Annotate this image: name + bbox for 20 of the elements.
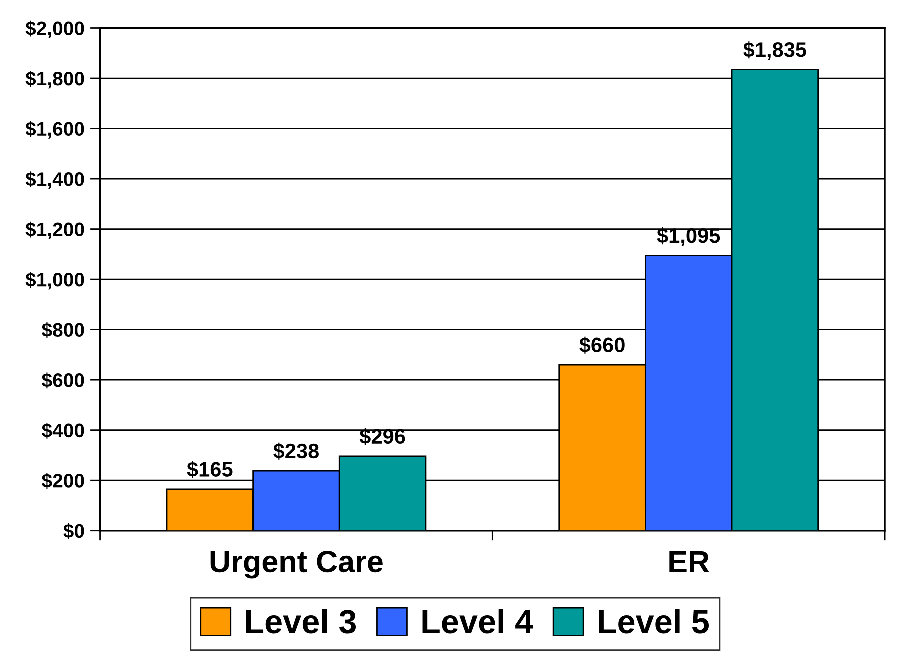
data-label: $1,835 [744, 42, 806, 60]
y-tick-label: $800 [42, 322, 84, 338]
y-tick-label: $400 [42, 422, 84, 439]
y-tick-label: $1,600 [26, 121, 84, 139]
x-tick-label: ER [670, 551, 710, 572]
data-label: $165 [187, 461, 233, 478]
x-tick-label: Urgent Care [210, 550, 383, 579]
legend-label: Level 3 [246, 609, 356, 634]
y-tick-label: $1,200 [26, 222, 84, 240]
legend-label: Level 5 [599, 609, 710, 634]
y-tick-label: $1,400 [26, 172, 84, 190]
data-label: $660 [580, 336, 625, 354]
y-tick-label: $2,000 [26, 20, 84, 38]
y-tick-label: $600 [42, 372, 84, 389]
y-tick-label: $1,000 [26, 272, 84, 290]
legend-label: Level 4 [422, 609, 534, 634]
y-tick-label: $1,800 [26, 71, 84, 89]
data-label: $238 [274, 442, 320, 460]
y-tick-label: $0 [64, 523, 84, 540]
y-tick-label: $200 [42, 473, 84, 490]
